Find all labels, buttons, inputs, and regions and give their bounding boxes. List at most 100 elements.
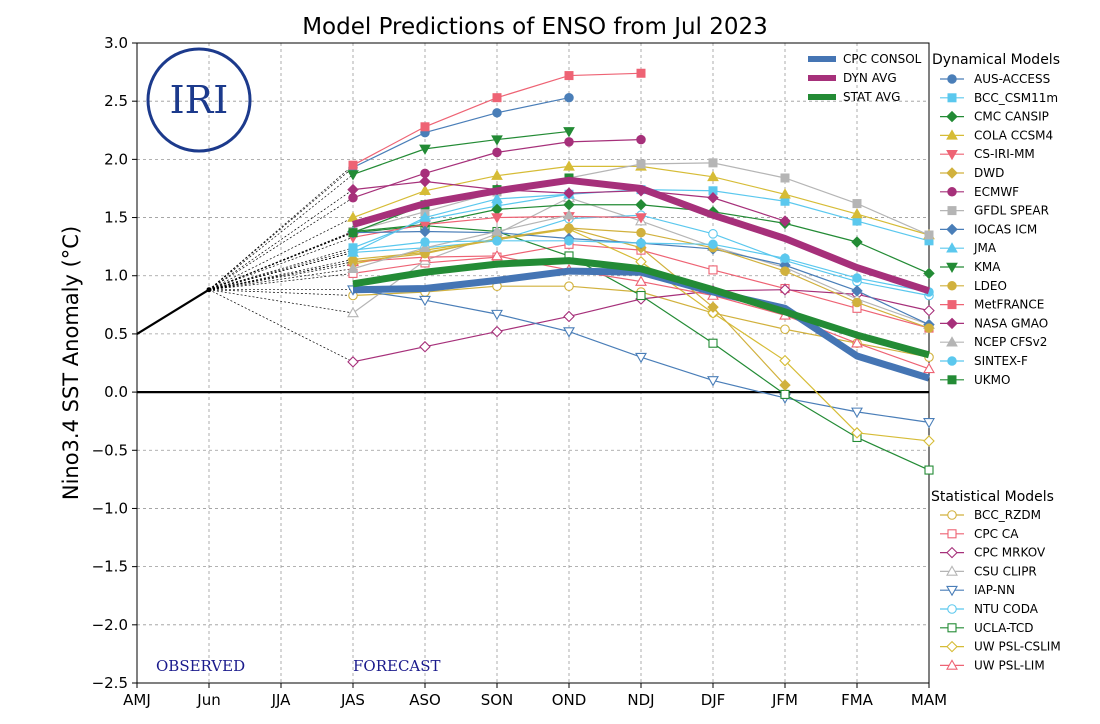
point-ucla-tcd — [780, 389, 790, 399]
point-sintex-f — [708, 239, 718, 250]
point-nasa-gmao — [419, 175, 431, 188]
point-metfrance — [420, 122, 430, 132]
point-ldeo — [780, 266, 790, 276]
legend-label-dyn-avg: DYN AVG — [843, 71, 897, 85]
point-iap-nn — [923, 418, 935, 429]
point-ldeo — [924, 323, 934, 333]
consensus-line-stat-avg — [352, 257, 930, 359]
legend-label-bcc-csm11m: BCC_CSM11m — [974, 91, 1058, 105]
point-cs-iri-mm — [635, 213, 647, 224]
x-tick-label: OND — [552, 691, 587, 709]
point-sintex-f — [852, 273, 862, 283]
point-cpc-mrkov — [563, 310, 575, 323]
y-tick-label: 1.0 — [104, 267, 128, 285]
x-tick-label: NDJ — [627, 691, 654, 709]
point-cpc-mrkov — [419, 340, 431, 353]
series-ncep-cfsv2 — [347, 209, 575, 273]
legend-marker-ncep-cfsv2 — [946, 336, 958, 347]
fan-line-ncep-cfsv2 — [208, 268, 354, 291]
point-aus-access — [564, 92, 574, 103]
point-ncep-cfsv2 — [563, 209, 575, 220]
fan-line-uw-psl-lim — [208, 261, 354, 291]
legend-label-uw-psl-lim: UW PSL-LIM — [974, 658, 1045, 672]
point-iap-nn — [419, 295, 431, 307]
legend-dynamical-title: Dynamical Models — [932, 52, 1060, 68]
legend-label-cola-ccsm4: COLA CCSM4 — [974, 128, 1053, 142]
point-ecmwf — [492, 147, 502, 158]
point-ucla-tcd — [708, 338, 718, 348]
legend-label-cmc-cansip: CMC CANSIP — [974, 110, 1049, 124]
legend-label-aus-access: AUS-ACCESS — [974, 72, 1050, 86]
legend-label-iocas-icm: IOCAS ICM — [974, 222, 1037, 236]
legend-marker-uw-psl-cslim — [946, 640, 958, 653]
point-uw-psl-cslim — [923, 435, 935, 447]
fan-line-uw-psl-cslim — [208, 263, 354, 291]
point-kma — [419, 144, 431, 155]
y-tick-label: −2.5 — [92, 674, 128, 692]
point-iap-nn — [851, 407, 863, 418]
point-cola-ccsm4 — [563, 160, 575, 171]
iri-logo: IRI — [146, 47, 252, 153]
point-sintex-f — [564, 236, 574, 246]
point-ecmwf — [564, 137, 574, 147]
legend-label-metfrance: MetFRANCE — [974, 298, 1044, 312]
y-tick-label: −1.0 — [92, 499, 128, 517]
legend-label-dwd: DWD — [974, 166, 1004, 180]
legend-marker-kma — [946, 262, 958, 274]
consensus-layer — [352, 176, 931, 382]
point-kma — [563, 127, 575, 138]
series-kma — [347, 127, 575, 181]
point-iocas-icm — [851, 285, 863, 297]
legend-label-ldeo: LDEO — [974, 279, 1007, 293]
legend-label-bcc-rzdm: BCC_RZDM — [974, 508, 1041, 522]
point-gfdl-spear — [780, 173, 790, 183]
legend-marker-iocas-icm — [946, 223, 958, 236]
point-sintex-f — [420, 237, 430, 247]
legend-statistical: Statistical Models BCC_RZDM CPC CA CPC MRK… — [931, 489, 1061, 672]
legend-marker-sintex-f — [947, 356, 957, 366]
fan-line-aus-access — [208, 167, 354, 290]
x-tick-label: FMA — [841, 691, 874, 709]
y-tick-label: 0.0 — [104, 383, 128, 401]
point-cola-ccsm4 — [779, 188, 791, 199]
legend-consensus: CPC CONSOL DYN AVG STAT AVG — [808, 52, 922, 104]
fan-line-dwd — [208, 259, 354, 291]
x-tick-label: JJA — [271, 691, 292, 709]
point-ucla-tcd — [924, 465, 934, 475]
point-uw-psl-cslim — [779, 354, 791, 367]
point-iocas-icm — [419, 225, 431, 238]
point-ncep-cfsv2 — [419, 241, 431, 253]
point-bcc-rzdm — [780, 324, 790, 335]
x-tick-label: DJF — [701, 691, 726, 709]
point-bcc-rzdm — [564, 281, 574, 292]
legend-label-ukmo: UKMO — [974, 373, 1010, 387]
legend-marker-bcc-csm11m — [947, 93, 957, 103]
forecast-label: FORECAST — [353, 657, 441, 675]
point-metfrance — [636, 68, 646, 78]
y-tick-label: 3.0 — [104, 34, 128, 52]
legend-marker-csu-clipr — [946, 565, 958, 576]
point-cpc-mrkov — [923, 304, 935, 317]
logo-outer-ring — [146, 47, 252, 153]
point-metfrance — [492, 93, 502, 103]
fan-line-kma — [208, 174, 354, 290]
fan-line-bcc-csm11m — [208, 247, 354, 291]
point-gfdl-spear — [636, 159, 646, 169]
fan-line-bcc-rzdm — [208, 289, 354, 296]
fan-line-cpc-ca — [208, 273, 354, 291]
point-jma — [419, 211, 431, 222]
fan-line-cs-iri-mm — [208, 236, 354, 291]
legend-marker-aus-access — [947, 74, 957, 84]
legend-statistical-title: Statistical Models — [931, 489, 1054, 505]
series-metfrance — [348, 68, 646, 170]
legend-label-iap-nn: IAP-NN — [974, 583, 1015, 597]
legend-marker-metfrance — [947, 300, 957, 310]
x-tick-label: SON — [481, 691, 514, 709]
point-aus-access — [492, 108, 502, 118]
grid — [136, 42, 930, 684]
legend-label-gfdl-spear: GFDL SPEAR — [974, 204, 1049, 218]
legend-label-cs-iri-mm: CS-IRI-MM — [974, 147, 1035, 161]
chart-title: Model Predictions of ENSO from Jul 2023 — [302, 14, 768, 40]
point-cmc-cansip — [851, 236, 863, 248]
fan-line-ucla-tcd — [208, 232, 354, 291]
